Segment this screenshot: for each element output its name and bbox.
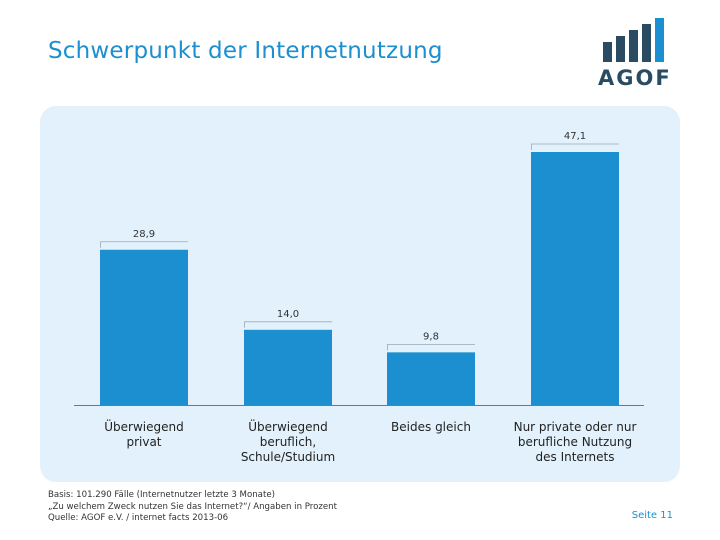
category-label-4: Nur private oder nur berufliche Nutzung de… [514, 420, 637, 464]
bar-4 [531, 152, 619, 405]
footnote-question: „Zu welchem Zweck nutzen Sie das Interne… [48, 501, 337, 512]
footnote: Basis: 101.290 Fälle (Internetnutzer let… [48, 490, 337, 525]
bar-3 [387, 352, 475, 405]
footnote-source: Quelle: AGOF e.V. / internet facts 2013-… [48, 513, 229, 523]
category-label-3: Beides gleich [391, 420, 471, 434]
value-leader-3 [387, 343, 475, 351]
bar-chart: 28,9 Überwiegend privat 14,0 Überwiegend beru… [74, 131, 644, 464]
value-leader-4 [531, 143, 619, 150]
page-title: Schwerpunkt der Internetnutzung [48, 38, 443, 64]
bar-1 [100, 249, 188, 405]
category-label-2: Überwiegend beruflich, Schule/Studium [241, 418, 335, 464]
logo-text: AGOF [598, 66, 672, 90]
footnote-basis: Basis: 101.290 Fälle (Internetnutzer let… [48, 490, 275, 500]
bar-2 [244, 329, 332, 405]
category-label-1: Überwiegend privat [104, 418, 183, 449]
agof-logo: AGOF [598, 16, 678, 90]
page-number: Seite 11 [631, 510, 673, 521]
chart-panel: 28,9 Überwiegend privat 14,0 Überwiegend beru… [40, 106, 680, 482]
value-label-2: 14,0 [277, 309, 299, 320]
value-label-3: 9,8 [423, 331, 439, 342]
value-leader-2 [244, 321, 332, 328]
value-label-4: 47,1 [564, 131, 586, 142]
bar-chart-logo-icon [603, 18, 664, 62]
value-leader-1 [100, 241, 188, 248]
value-label-1: 28,9 [133, 229, 155, 240]
